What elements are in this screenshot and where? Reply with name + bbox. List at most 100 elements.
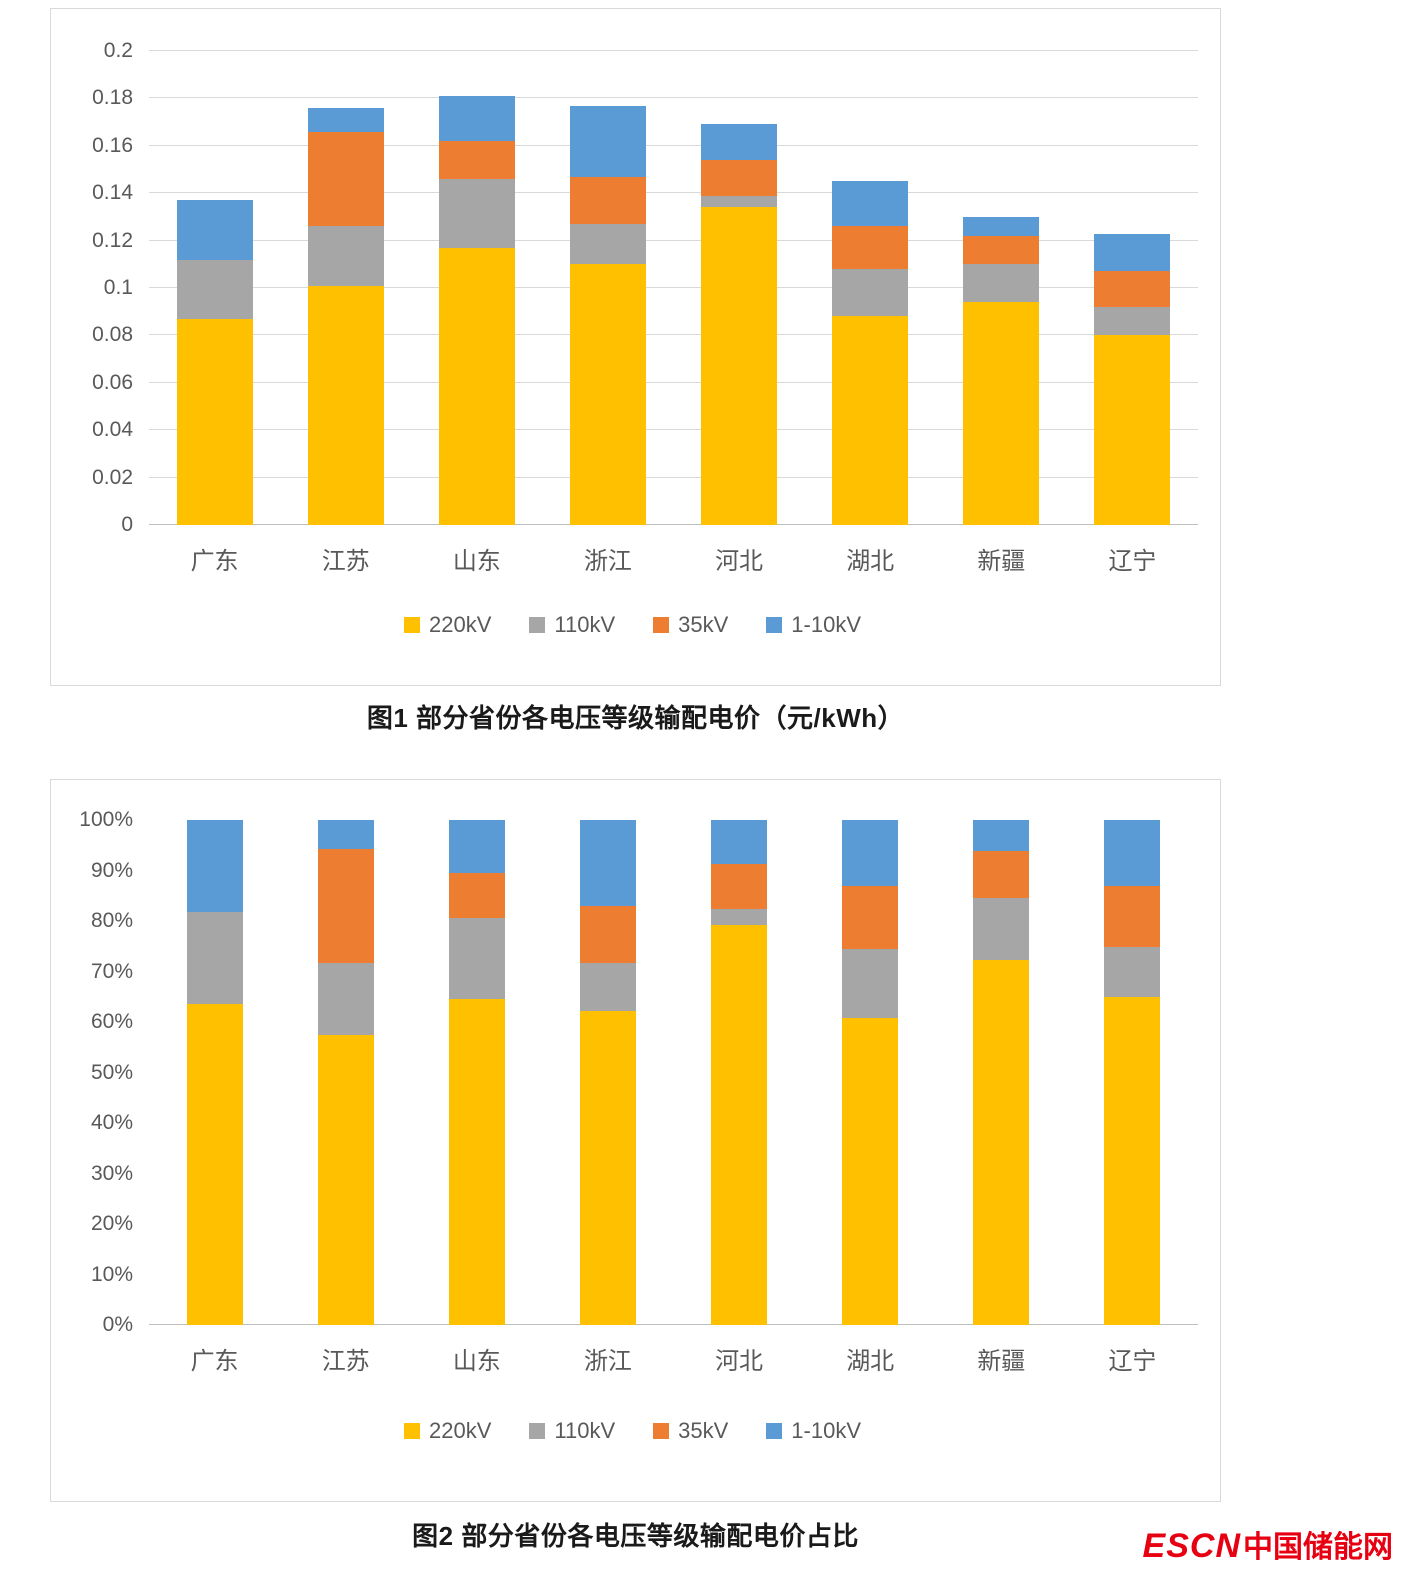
bar-segment-110kV <box>307 226 384 286</box>
x-axis-category-label: 湖北 <box>846 1348 895 1375</box>
y-axis-tick-label: 0.2 <box>103 39 133 62</box>
bar-segment-220kV <box>569 264 646 525</box>
bar-segment-110kV <box>579 962 636 1012</box>
chart-legend: 220kV 110kV 35kV 1-10kV <box>67 1418 1198 1444</box>
gridline <box>149 239 1198 241</box>
x-axis-category-label: 辽宁 <box>1108 548 1157 575</box>
bar-segment-1-10kV <box>832 181 909 227</box>
bar-segment-110kV <box>973 897 1030 960</box>
escn-logo-text-cn: 中国储能网 <box>1243 1531 1393 1564</box>
category-slot <box>805 820 936 1325</box>
escn-logo: ESCN 中国储能网 <box>1143 1522 1393 1566</box>
y-axis-tick-label: 10% <box>90 1262 133 1286</box>
bar-segment-35kV <box>973 851 1030 898</box>
y-axis-tick-label: 0.08 <box>92 323 133 347</box>
legend-swatch-110kV <box>529 1423 546 1439</box>
category-slot <box>280 51 411 525</box>
x-axis-category-label: 广东 <box>190 1348 239 1375</box>
bar-segment-35kV <box>711 864 768 910</box>
bar-segment-220kV <box>438 247 515 525</box>
x-axis-category-label: 江苏 <box>321 548 370 575</box>
y-axis-tick-label: 30% <box>90 1161 133 1185</box>
bar-segment-1-10kV <box>963 216 1040 236</box>
bar-segment-220kV <box>307 285 384 525</box>
bar-segment-35kV <box>963 235 1040 265</box>
bar-segment-35kV <box>448 873 505 918</box>
bar-segment-1-10kV <box>579 820 636 906</box>
y-axis-tick-label: 40% <box>90 1111 133 1134</box>
x-axis-baseline <box>149 1324 1198 1325</box>
bar-segment-35kV <box>1104 885 1161 948</box>
y-axis-tick-label: 0% <box>102 1313 133 1336</box>
x-axis-category-label: 山东 <box>452 1348 501 1375</box>
category-slot <box>674 51 805 525</box>
escn-logo-text-en: ESCN <box>1142 1527 1241 1565</box>
bar-segment-220kV <box>842 1018 899 1325</box>
x-axis-category-label: 广东 <box>190 548 239 575</box>
legend-swatch-110kV <box>529 617 546 633</box>
x-axis-category-label: 辽宁 <box>1108 1348 1157 1375</box>
bars-layer <box>149 51 1198 525</box>
x-axis-spacer <box>67 525 149 576</box>
y-axis-tick-label: 0.02 <box>92 465 133 489</box>
category-slot <box>149 820 280 1325</box>
stacked-bar-3 <box>438 51 515 525</box>
bar-segment-110kV <box>569 224 646 265</box>
bar-segment-1-10kV <box>973 820 1030 852</box>
gridline <box>149 50 1198 51</box>
gridline <box>149 381 1198 383</box>
y-axis-tick-label: 0 <box>121 513 133 536</box>
bar-segment-35kV <box>579 905 636 963</box>
bar-segment-220kV <box>1104 996 1161 1325</box>
x-axis-baseline <box>149 524 1198 525</box>
bar-segment-1-10kV <box>701 124 778 161</box>
stacked-bar-6 <box>842 820 899 1325</box>
stacked-bar-7 <box>963 51 1040 525</box>
category-slot <box>542 51 673 525</box>
legend-item-110kV: 110kV <box>529 1418 615 1444</box>
figure1-caption: 图1 部分省份各电压等级输配电价（元/kWh） <box>366 703 905 733</box>
bar-segment-220kV <box>186 1004 243 1325</box>
legend-swatch-35kV <box>653 617 670 633</box>
bar-segment-1-10kV <box>448 820 505 874</box>
category-slot <box>149 51 280 525</box>
bar-segment-1-10kV <box>317 820 374 849</box>
x-axis-category-label: 新疆 <box>977 548 1026 575</box>
legend-swatch-220kV <box>403 617 420 633</box>
bar-segment-1-10kV <box>1094 233 1171 272</box>
x-axis-category-label: 浙江 <box>583 548 632 575</box>
legend-swatch-35kV <box>653 1423 670 1439</box>
bar-segment-110kV <box>842 948 899 1019</box>
x-axis-category-label: 山东 <box>452 548 501 575</box>
bar-segment-35kV <box>1094 271 1171 307</box>
y-axis-tick-label: 50% <box>90 1060 133 1084</box>
bar-segment-110kV <box>186 911 243 1005</box>
category-slot <box>411 51 542 525</box>
y-axis-tick-label: 0.14 <box>92 181 133 205</box>
category-slot <box>411 820 542 1325</box>
bar-segment-220kV <box>1094 335 1171 525</box>
bar-segment-1-10kV <box>569 105 646 177</box>
legend-label-1-10kV: 1-10kV <box>791 1418 861 1443</box>
bar-segment-35kV <box>701 160 778 196</box>
gridline <box>149 144 1198 146</box>
category-slot <box>1067 820 1198 1325</box>
category-slot <box>936 51 1067 525</box>
bar-segment-1-10kV <box>176 200 253 260</box>
y-axis-tick-label: 100% <box>79 808 133 831</box>
legend-label-1-10kV: 1-10kV <box>791 612 861 637</box>
bar-segment-1-10kV <box>1104 820 1161 886</box>
gridline <box>149 192 1198 194</box>
y-axis-tick-label: 0.06 <box>92 370 133 394</box>
x-axis: 广东 江苏 山东 浙江 河北 湖北 新疆 辽宁 <box>67 1325 1198 1376</box>
figure1-stacked-bar-chart: 0 0.02 0.04 0.06 0.08 0.1 0.12 0.14 0.16 0.18 0.2 广… <box>50 8 1221 686</box>
bar-segment-35kV <box>832 226 909 270</box>
bar-segment-110kV <box>448 917 505 999</box>
category-slot <box>1067 51 1198 525</box>
stacked-bar-6 <box>832 51 909 525</box>
bar-segment-220kV <box>973 959 1030 1325</box>
bars-layer <box>149 820 1198 1325</box>
gridline <box>149 429 1198 431</box>
category-slot <box>280 820 411 1325</box>
